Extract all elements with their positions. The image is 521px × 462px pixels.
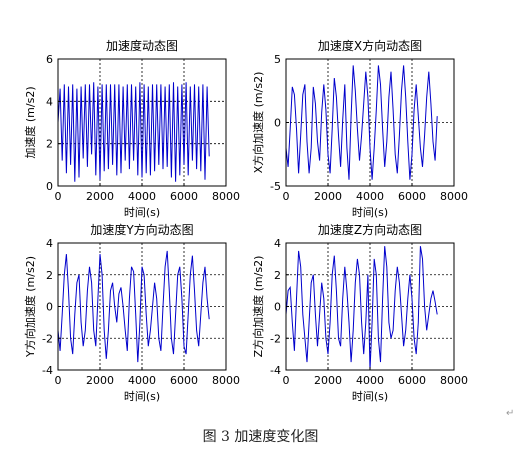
y-tick-label: 2 xyxy=(46,269,53,282)
y-axis-label: Z方向加速度 (m/s2) xyxy=(251,256,265,358)
chart-title: 加速度X方向动态图 xyxy=(318,38,422,53)
y-tick-label: 5 xyxy=(274,53,281,66)
y-tick-label: 0 xyxy=(46,180,53,193)
chart-title: 加速度Y方向动态图 xyxy=(90,222,193,237)
x-tick-label: 2000 xyxy=(314,190,342,203)
x-tick-label: 8000 xyxy=(440,374,468,387)
y-axis-label: X方向加速度 (m/s2) xyxy=(251,72,265,174)
x-tick-label: 2000 xyxy=(314,374,342,387)
x-tick-label: 4000 xyxy=(356,190,384,203)
series-line xyxy=(286,65,438,180)
series-line xyxy=(58,82,210,182)
x-tick-label: 4000 xyxy=(128,374,156,387)
x-tick-label: 4000 xyxy=(128,190,156,203)
x-tick-label: 6000 xyxy=(398,374,426,387)
series-line xyxy=(58,250,210,363)
chart-panel-2: 0 2000 4000 6000 8000-505加速度X方向动态图时间(s)X方向加速… xyxy=(251,38,468,219)
y-axis-label: 加速度 (m/s2) xyxy=(23,86,37,158)
x-tick-label: 8000 xyxy=(440,190,468,203)
y-tick-label: 0 xyxy=(274,117,281,130)
y-axis-label: Y方向加速度 (m/s2) xyxy=(23,256,37,358)
y-tick-label: 4 xyxy=(46,95,53,108)
x-tick-label: 0 xyxy=(283,374,290,387)
x-axis-label: 时间(s) xyxy=(124,390,160,403)
x-tick-label: 8000 xyxy=(212,190,240,203)
y-tick-label: -5 xyxy=(270,180,281,193)
x-tick-label: 8000 xyxy=(212,374,240,387)
x-tick-label: 0 xyxy=(55,190,62,203)
x-tick-label: 6000 xyxy=(170,190,198,203)
x-tick-label: 2000 xyxy=(86,190,114,203)
y-tick-label: 4 xyxy=(46,237,53,250)
x-tick-label: 6000 xyxy=(398,190,426,203)
x-tick-label: 0 xyxy=(55,374,62,387)
chart-title: 加速度动态图 xyxy=(106,38,178,53)
figure-caption: 图 3 加速度变化图 xyxy=(202,429,319,445)
x-tick-label: 0 xyxy=(283,190,290,203)
y-tick-label: -2 xyxy=(270,332,281,345)
y-tick-label: -2 xyxy=(42,332,53,345)
y-tick-label: -4 xyxy=(42,364,53,377)
paragraph-return-mark: ↵ xyxy=(506,408,515,419)
x-axis-label: 时间(s) xyxy=(124,206,160,219)
y-tick-label: 4 xyxy=(274,237,281,250)
y-tick-label: 2 xyxy=(46,138,53,151)
x-axis-label: 时间(s) xyxy=(352,206,388,219)
x-tick-label: 4000 xyxy=(356,374,384,387)
x-tick-label: 6000 xyxy=(170,374,198,387)
y-tick-label: 0 xyxy=(274,301,281,314)
y-tick-label: 2 xyxy=(274,269,281,282)
y-tick-label: -4 xyxy=(270,364,281,377)
x-tick-label: 2000 xyxy=(86,374,114,387)
chart-title: 加速度Z方向动态图 xyxy=(318,222,422,237)
x-axis-label: 时间(s) xyxy=(352,390,388,403)
y-tick-label: 0 xyxy=(46,301,53,314)
series-line xyxy=(286,246,438,370)
y-tick-label: 6 xyxy=(46,53,53,66)
